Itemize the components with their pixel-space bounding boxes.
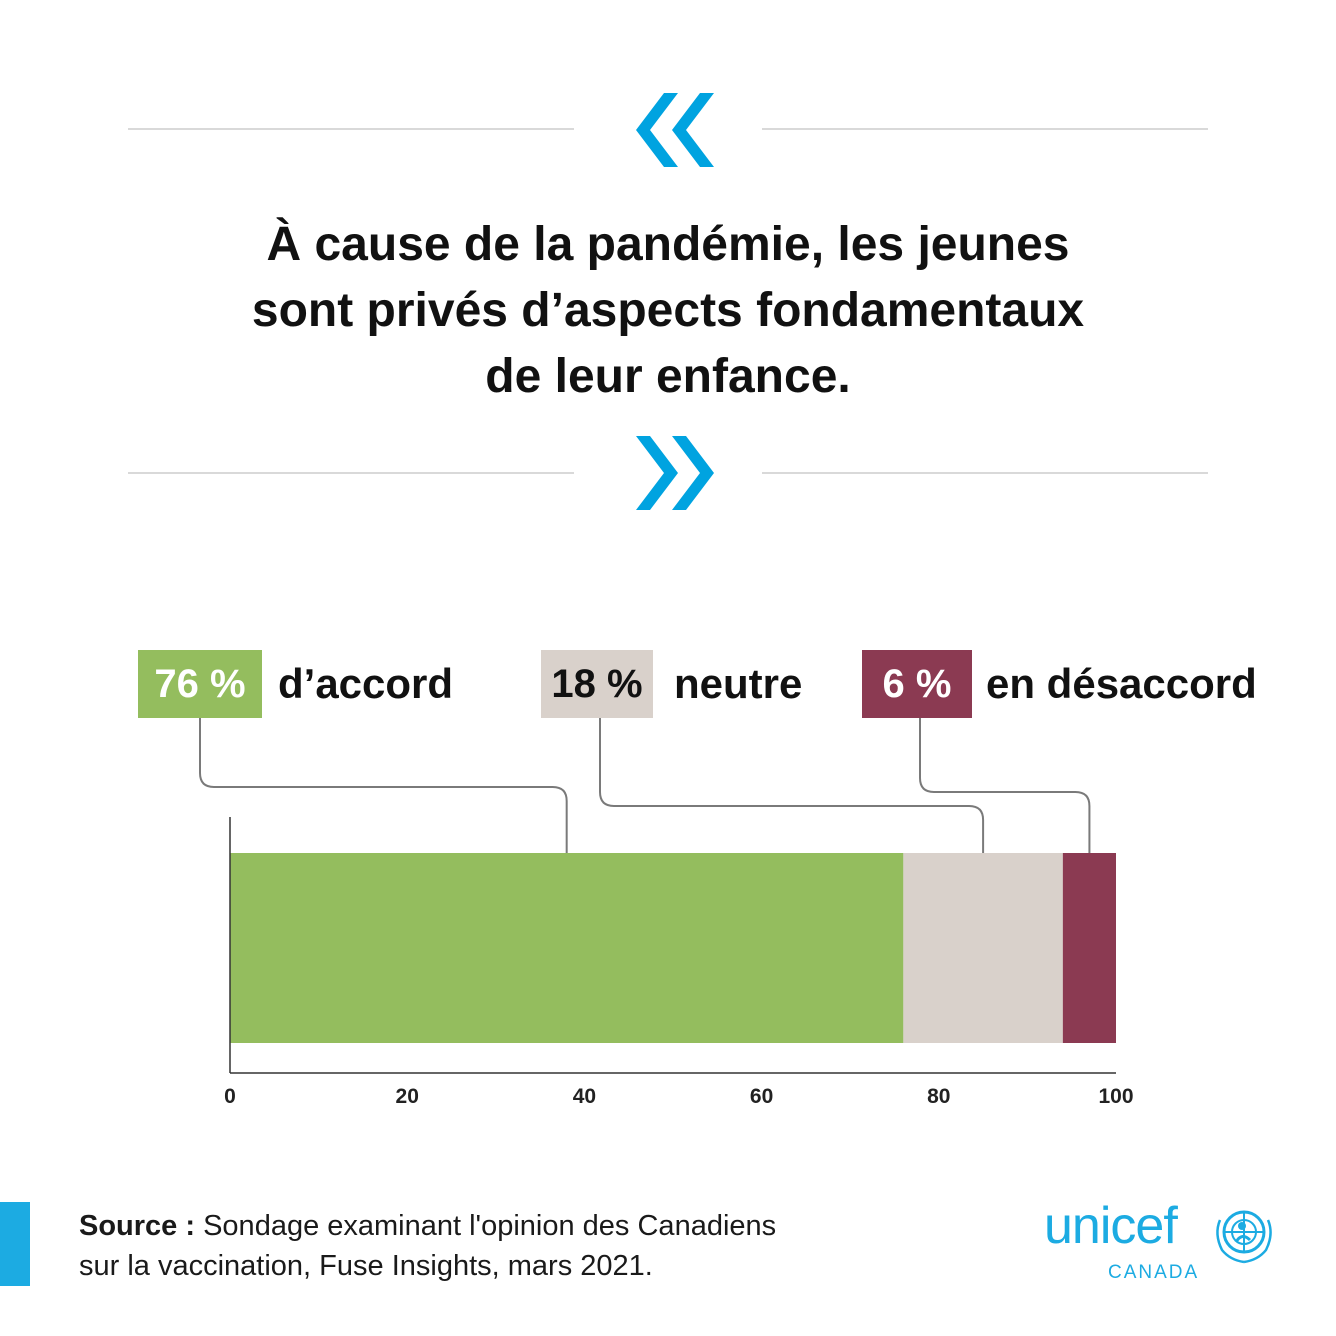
source-text-line-2: sur la vaccination, Fuse Insights, mars …	[79, 1250, 653, 1282]
bottom-rule-right	[762, 472, 1208, 474]
disagree-value-badge: 6 %	[862, 650, 972, 718]
bar-neutral	[903, 853, 1063, 1043]
x-tick-label: 60	[750, 1085, 773, 1108]
x-tick-label: 40	[573, 1085, 596, 1108]
quote-line-1: À cause de la pandémie, les jeunes	[266, 218, 1070, 271]
bar-segments	[230, 853, 1116, 1043]
source-note: Source : Sondage examinant l'opinion des…	[79, 1206, 959, 1286]
connector-disagree	[919, 718, 1091, 853]
right-chevron-quote-icon	[636, 436, 714, 510]
quote-line-2: sont privés d’aspects fondamentaux	[251, 284, 1085, 337]
source-label: Source :	[79, 1210, 196, 1242]
disagree-label: en désaccord	[986, 660, 1257, 707]
x-axis-ticks: 0 20 40 60 80 100	[224, 1085, 1133, 1108]
left-chevron-quote-icon	[636, 93, 714, 167]
connector-agree	[199, 718, 568, 853]
logo-subtitle: CANADA	[1108, 1262, 1200, 1283]
agree-label: d’accord	[278, 660, 454, 707]
x-tick-label: 80	[927, 1085, 950, 1108]
top-rule-right	[762, 128, 1208, 130]
quote-text: À cause de la pandémie, les jeunes sont …	[140, 212, 1196, 410]
bar-disagree	[1062, 853, 1116, 1043]
stacked-bar-chart: 0 20 40 60 80 100	[199, 718, 1134, 1108]
x-tick-label: 100	[1098, 1085, 1133, 1108]
connector-lines	[199, 718, 1091, 853]
bottom-rule-left	[128, 472, 574, 474]
top-rule-left	[128, 128, 574, 130]
logo-wordmark: unicef	[1044, 1197, 1178, 1255]
agree-value-badge: 76 %	[138, 650, 262, 718]
footer-accent-bar	[0, 1202, 30, 1286]
neutral-label: neutre	[674, 660, 803, 707]
x-tick-label: 0	[224, 1085, 236, 1108]
quote-line-3: de leur enfance.	[485, 350, 851, 403]
x-tick-label: 20	[396, 1085, 419, 1108]
unicef-emblem-icon	[1216, 1210, 1272, 1264]
connector-neutral	[599, 718, 985, 853]
neutral-value-badge: 18 %	[541, 650, 653, 718]
bar-agree	[230, 853, 904, 1043]
source-text: Sondage examinant l'opinion des Canadien…	[195, 1210, 777, 1242]
unicef-logo: unicef CANADA	[1044, 1196, 1284, 1288]
